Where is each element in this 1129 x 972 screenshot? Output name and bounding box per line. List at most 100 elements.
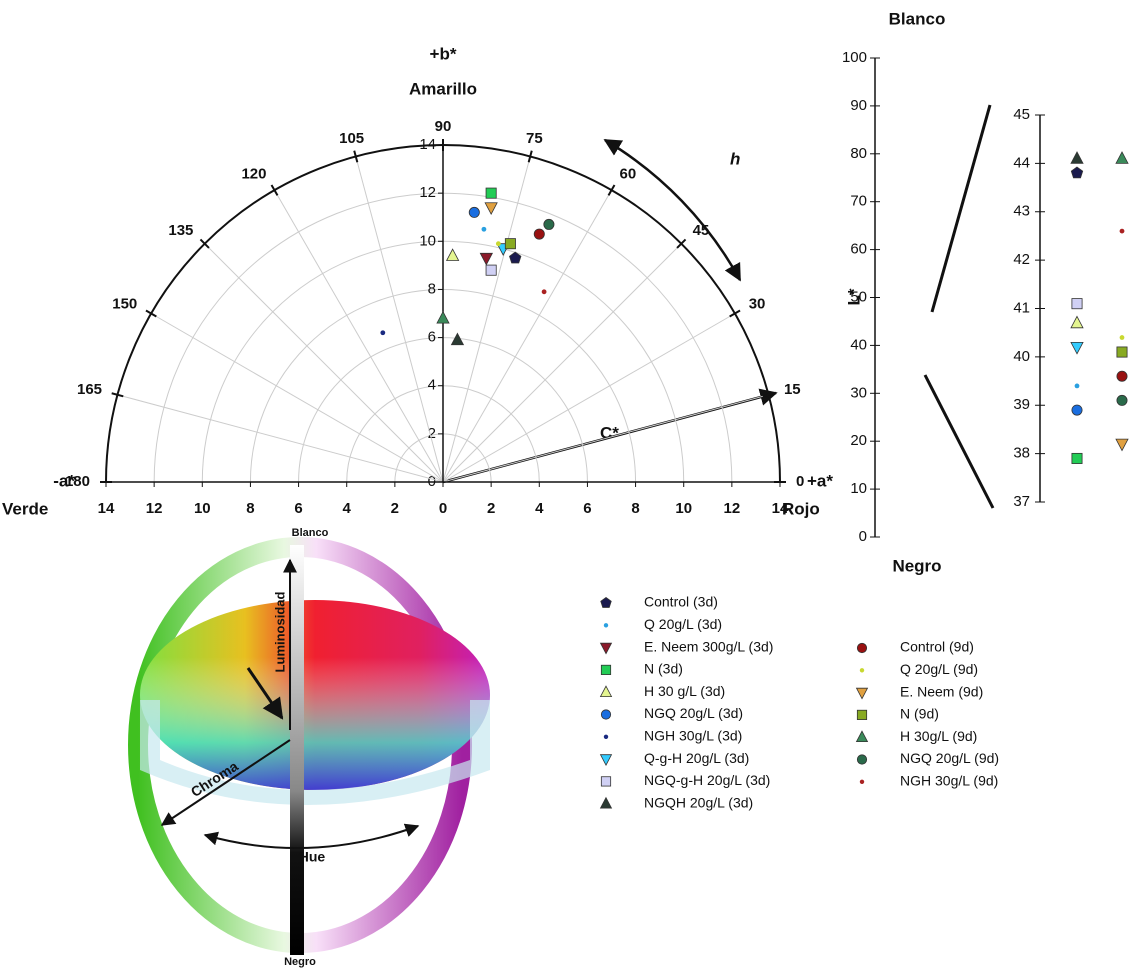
legend-marker xyxy=(857,755,866,764)
legend-marker xyxy=(857,731,868,741)
data-point xyxy=(1116,152,1128,163)
x-tick-label: 4 xyxy=(343,500,352,517)
inset-tick-label: 39 xyxy=(1013,396,1030,413)
x-tick-label: 10 xyxy=(194,500,211,517)
x-tick-label: 2 xyxy=(391,500,399,517)
legend-label: NGH 30g/L (9d) xyxy=(900,773,998,789)
x-tick-label: 2 xyxy=(487,500,495,517)
data-point xyxy=(1071,342,1083,353)
y-tick-label: 4 xyxy=(428,377,436,394)
top-label: +b* xyxy=(430,44,457,63)
y-tick-label: 6 xyxy=(428,329,436,346)
illustration-top: Blanco xyxy=(292,527,329,539)
angle-tick-label: 180 xyxy=(65,473,90,490)
x-tick-label: 12 xyxy=(146,500,163,517)
color-sphere xyxy=(138,545,490,955)
data-point xyxy=(1117,371,1127,381)
legend-label: E. Neem 300g/L (3d) xyxy=(644,638,773,654)
x-tick-label: 14 xyxy=(98,500,115,517)
l-tick-label: 50 xyxy=(850,288,867,305)
angle-tick-label: 75 xyxy=(526,130,543,147)
figure: h C* +b* Amarillo -a* Verde +a* Rojo Bla… xyxy=(0,0,1129,972)
data-point xyxy=(1120,229,1125,234)
radial-grid-line xyxy=(151,314,443,483)
legend-label: N (9d) xyxy=(900,706,939,722)
x-tick-label: 8 xyxy=(246,500,254,517)
top-label-2: Amarillo xyxy=(409,79,477,98)
right-label: +a* xyxy=(807,471,833,490)
x-tick-label: 6 xyxy=(583,500,591,517)
angle-tick-label: 15 xyxy=(784,381,801,398)
y-tick-label: 10 xyxy=(419,232,436,249)
radial-grid-line xyxy=(443,244,681,482)
inset-tick-label: 40 xyxy=(1013,348,1030,365)
data-point xyxy=(1071,167,1082,178)
zoom-connector xyxy=(925,375,993,508)
legend-label: H 30g/L (9d) xyxy=(900,728,977,744)
data-point xyxy=(496,241,501,246)
radial-grid-line xyxy=(205,244,443,482)
radial-grid-line xyxy=(443,190,612,482)
x-tick-label: 0 xyxy=(439,500,447,517)
illustration-hue: Hue xyxy=(299,849,326,865)
data-point xyxy=(1075,384,1080,389)
legend-label: Q 20g/L (9d) xyxy=(900,661,978,677)
hue-label: h xyxy=(730,149,740,168)
angle-tick-label: 120 xyxy=(241,166,266,183)
radial-grid-line xyxy=(443,314,735,483)
angle-tick-label: 150 xyxy=(112,295,137,312)
x-tick-label: 8 xyxy=(631,500,639,517)
legend-label: NGQ-g-H 20g/L (3d) xyxy=(644,772,770,788)
legend-marker xyxy=(857,688,868,698)
radial-grid-line xyxy=(443,395,769,482)
inset-tick-label: 42 xyxy=(1013,251,1030,268)
legend-label: NGQH 20g/L (3d) xyxy=(644,794,753,810)
hue-arrow xyxy=(605,140,740,280)
l-tick-label: 60 xyxy=(850,241,867,258)
data-point xyxy=(1072,453,1082,463)
legend-label: Q 20g/L (3d) xyxy=(644,616,722,632)
y-tick-label: 12 xyxy=(419,184,436,201)
angle-tick-label: 30 xyxy=(749,295,766,312)
l-tick-label: 10 xyxy=(850,480,867,497)
legend-marker xyxy=(857,643,866,652)
l-tick-label: 30 xyxy=(850,384,867,401)
x-tick-label: 12 xyxy=(724,500,741,517)
data-point xyxy=(469,207,479,217)
data-point xyxy=(447,249,459,260)
inset-tick-label: 37 xyxy=(1013,493,1030,510)
legend-marker xyxy=(601,755,612,765)
inset-tick-label: 41 xyxy=(1013,299,1030,316)
radial-grid-line xyxy=(275,190,444,482)
illustration-lightness: Luminosidad xyxy=(272,591,287,672)
angle-tick-label: 0 xyxy=(796,473,804,490)
data-point xyxy=(1071,152,1083,163)
legend-marker xyxy=(601,798,612,808)
data-point xyxy=(1071,316,1083,327)
l-title: Blanco xyxy=(889,9,946,28)
legend-label: N (3d) xyxy=(644,661,683,677)
legend-marker xyxy=(601,598,611,608)
data-point xyxy=(1116,439,1128,450)
radial-grid-line xyxy=(117,395,443,482)
legend-marker xyxy=(857,710,866,719)
legend-label: Q-g-H 20g/L (3d) xyxy=(644,750,749,766)
legend-marker xyxy=(604,735,608,739)
x-tick-label: 6 xyxy=(294,500,302,517)
l-tick-label: 90 xyxy=(850,97,867,114)
legend-label: Control (3d) xyxy=(644,594,718,610)
l-tick-label: 80 xyxy=(850,145,867,162)
data-point xyxy=(480,253,492,264)
data-point xyxy=(380,330,385,335)
data-point xyxy=(486,265,496,275)
inset-tick-label: 43 xyxy=(1013,203,1030,220)
y-tick-label: 14 xyxy=(419,136,436,153)
data-point xyxy=(1072,299,1082,309)
data-point xyxy=(485,203,497,214)
legend-marker xyxy=(604,623,608,627)
l-tick-label: 20 xyxy=(850,432,867,449)
angle-tick-label: 165 xyxy=(77,381,102,398)
data-point xyxy=(1117,395,1127,405)
inset-tick-label: 45 xyxy=(1013,106,1030,123)
angle-tick-label: 105 xyxy=(339,130,364,147)
